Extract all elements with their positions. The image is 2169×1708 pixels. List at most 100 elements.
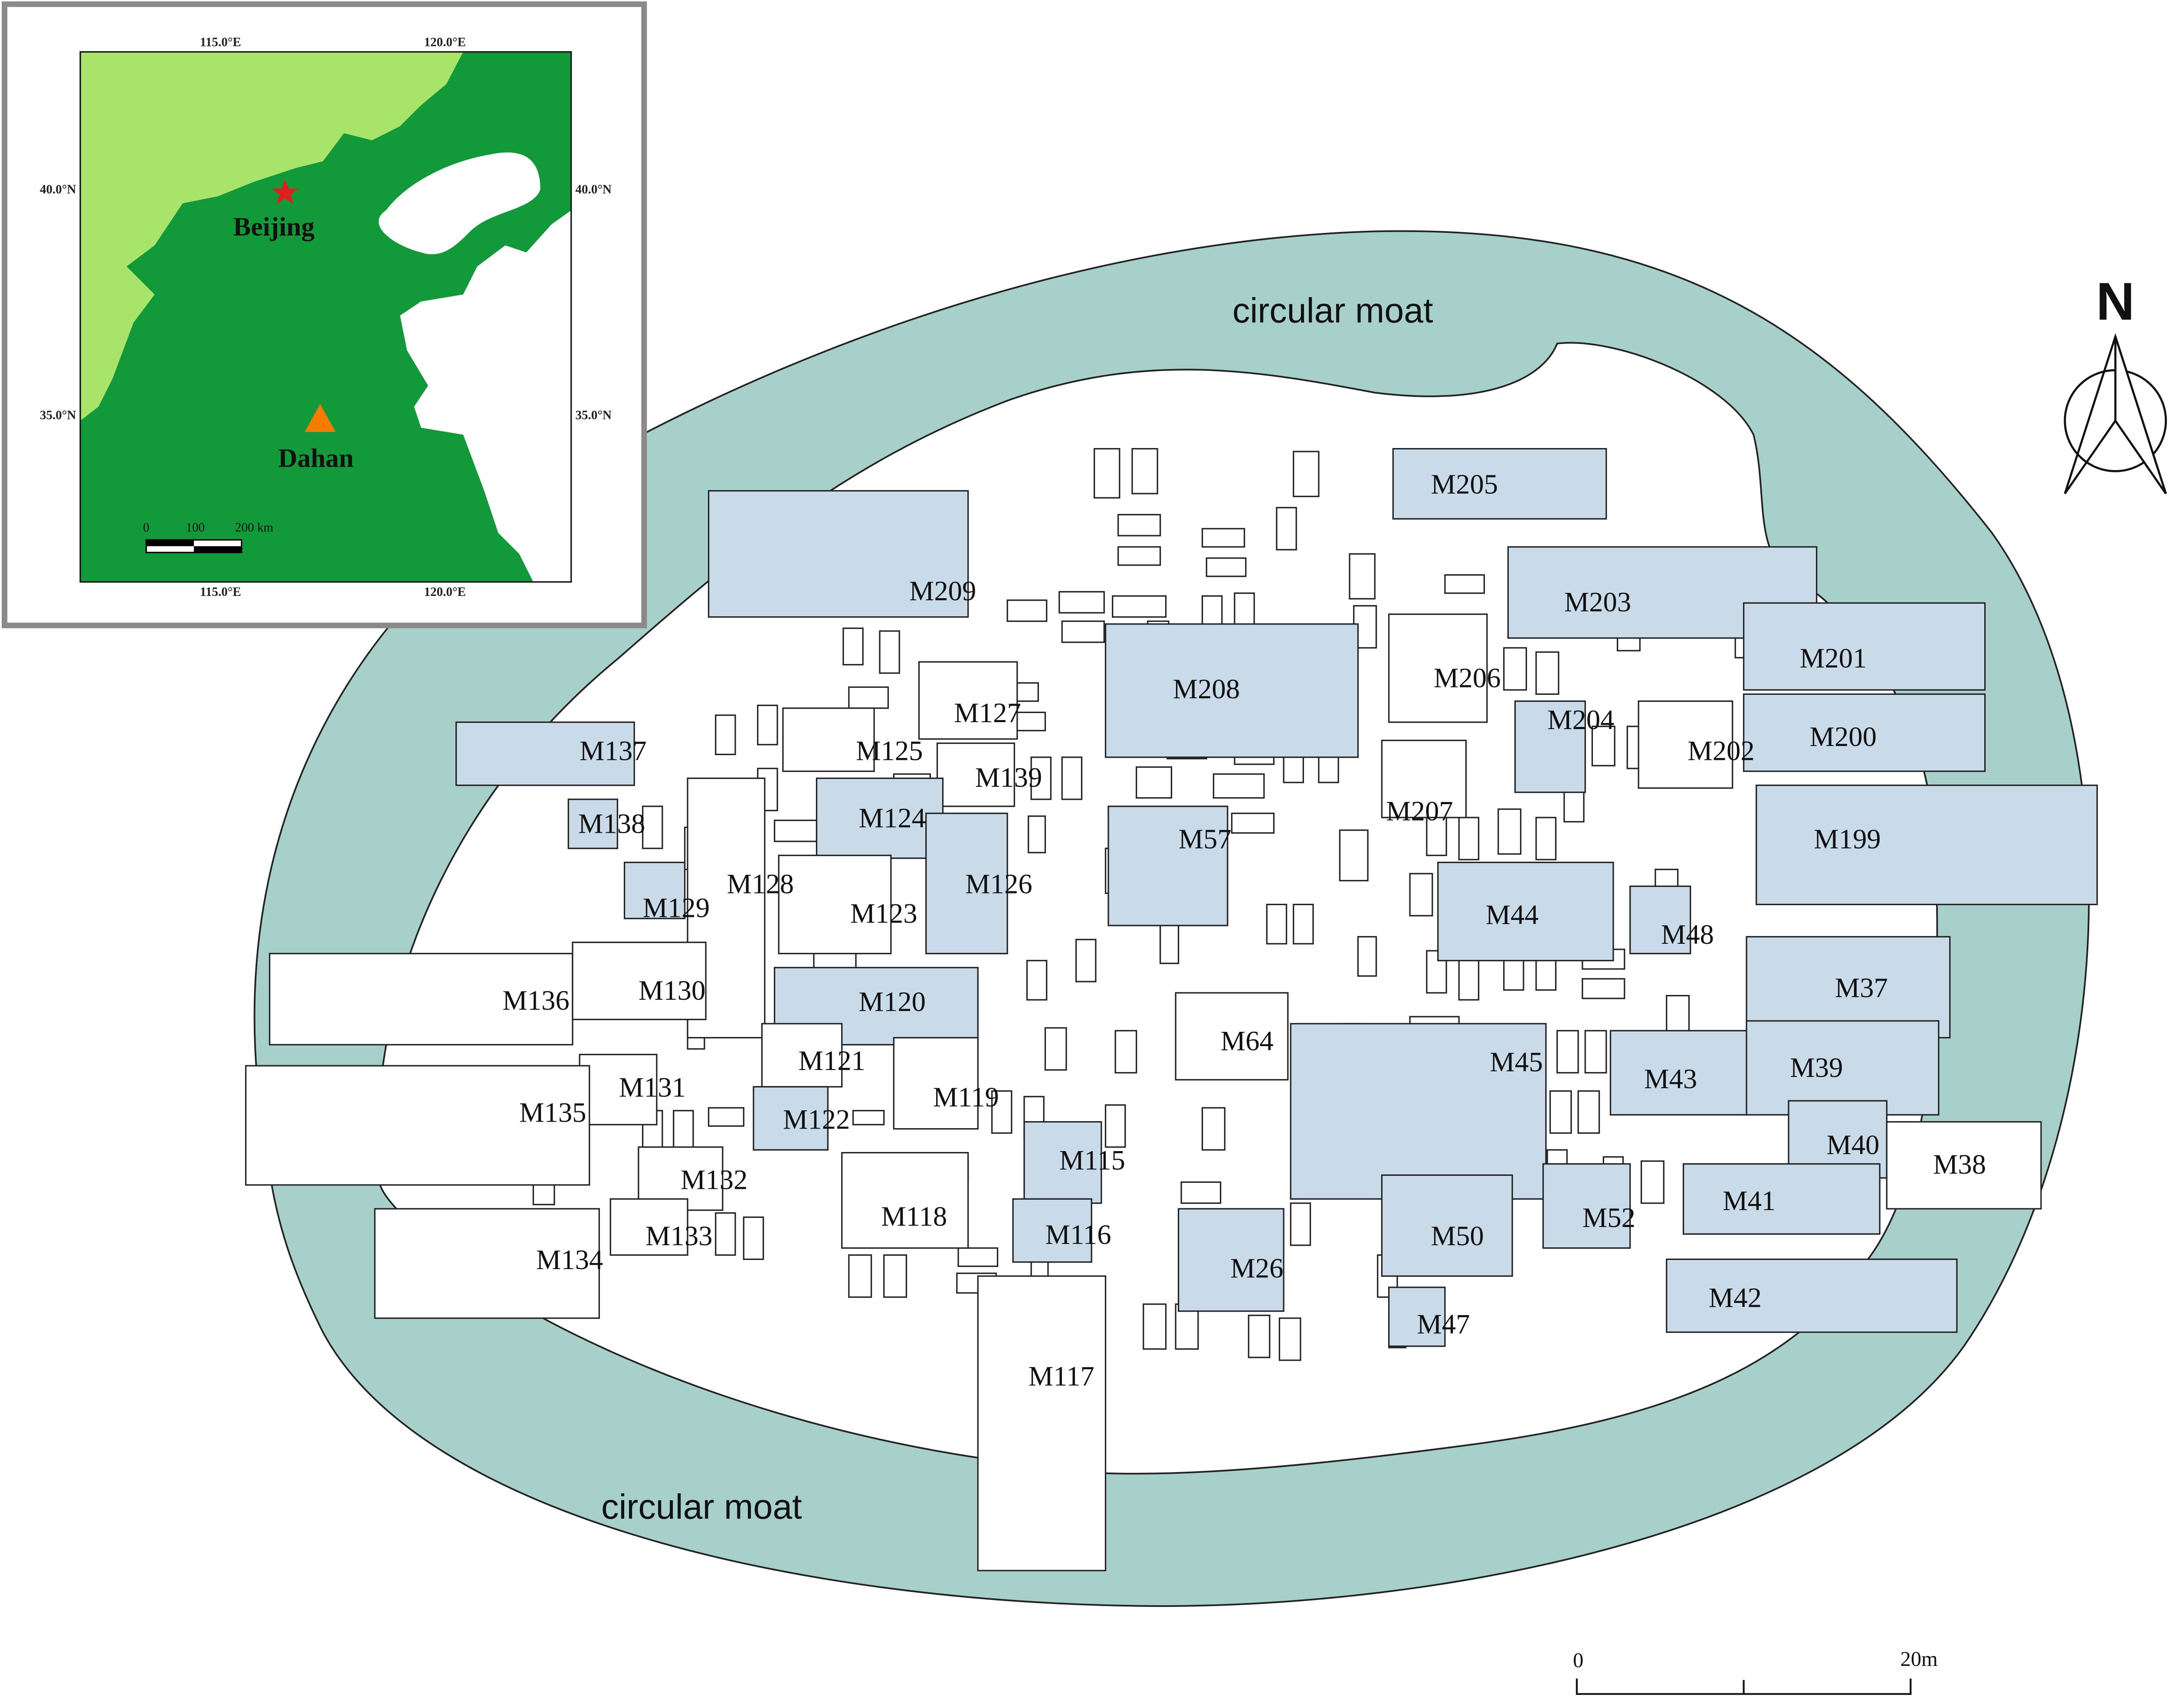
highland-region [80, 52, 463, 421]
tomb-m48 [1629, 885, 1691, 955]
dahan-label: Dahan [278, 444, 354, 473]
tomb-label-m204: M204 [1547, 704, 1614, 735]
tombs [245, 448, 2098, 1571]
tomb-m133 [609, 1198, 688, 1256]
tomb-labels: M205 M209 M203 M201 M206 M208 M127 M204 M202 M200… [502, 468, 1986, 1391]
tomb-label-m134: M134 [536, 1244, 603, 1275]
pit [1201, 1107, 1225, 1151]
tomb-label-m200: M200 [1810, 721, 1877, 752]
tomb-label-m133: M133 [645, 1220, 712, 1251]
pit [1212, 773, 1265, 799]
pit [1117, 514, 1161, 537]
tomb-m137 [455, 721, 635, 786]
pit [1339, 829, 1369, 882]
pit [1026, 960, 1048, 1001]
tomb-label-m208: M208 [1173, 673, 1240, 704]
tomb-m206 [1388, 613, 1488, 723]
tomb-m129 [623, 861, 686, 919]
tomb-label-m127: M127 [954, 697, 1021, 728]
pit [1444, 574, 1485, 594]
tomb-m47 [1388, 1286, 1446, 1347]
tomb-m138 [567, 798, 618, 849]
pit [715, 1212, 736, 1256]
tomb-label-m138: M138 [578, 808, 645, 839]
tomb-m135 [245, 1065, 590, 1186]
tomb-m116 [1012, 1198, 1092, 1263]
tomb-m43 [1609, 1030, 1754, 1116]
tomb-m39 [1746, 1020, 1940, 1116]
pit [1293, 903, 1314, 945]
pit [743, 1216, 764, 1260]
tomb-m207 [1381, 739, 1467, 818]
tomb-m125 [782, 707, 875, 772]
north-label: N [2096, 272, 2135, 331]
tomb-label-m118: M118 [881, 1201, 947, 1232]
pit [1497, 808, 1522, 855]
tomb-m122 [753, 1086, 829, 1151]
tomb-label-m130: M130 [639, 975, 705, 1006]
tomb-m38 [1886, 1121, 2042, 1210]
tomb-m124 [816, 777, 944, 859]
pit [1143, 1303, 1167, 1350]
tomb-m41 [1682, 1163, 1881, 1235]
tomb-label-m41: M41 [1723, 1185, 1776, 1216]
tomb-label-m120: M120 [858, 986, 925, 1017]
tomb-m139 [936, 742, 1015, 807]
tomb-label-m48: M48 [1661, 919, 1714, 950]
pit [957, 1247, 999, 1267]
lat-right-40: 40.0°N [575, 183, 612, 196]
tomb-label-m52: M52 [1583, 1202, 1635, 1233]
tomb-label-m202: M202 [1687, 735, 1754, 766]
pit [757, 704, 778, 746]
tomb-label-m47: M47 [1417, 1309, 1470, 1340]
tomb-m126 [925, 812, 1008, 955]
tomb-label-m137: M137 [580, 735, 646, 766]
pit [1535, 817, 1556, 861]
tomb-label-m129: M129 [643, 892, 710, 923]
triangle-icon [305, 404, 336, 432]
pit [1159, 920, 1180, 964]
pit [1136, 766, 1173, 799]
tomb-m115 [1023, 1121, 1102, 1204]
scale-bar: 0 20m [1573, 1648, 1938, 1695]
tomb-m50 [1381, 1174, 1513, 1277]
pit [1458, 817, 1480, 861]
tomb-m199 [1756, 784, 2098, 906]
pit [848, 1254, 872, 1298]
pit [1180, 1181, 1222, 1204]
tomb-m127 [918, 661, 1018, 740]
pit [1206, 557, 1247, 577]
pit [1458, 957, 1480, 1001]
pit [715, 714, 736, 756]
pit [1058, 591, 1105, 614]
tomb-label-m121: M121 [798, 1045, 865, 1076]
lon-bottom-120: 120.0°E [424, 585, 465, 599]
pit [1549, 1090, 1572, 1134]
tomb-m121 [761, 1023, 843, 1088]
pit [1266, 903, 1288, 945]
pit [1349, 553, 1376, 600]
inset-scale-100: 100 [186, 520, 205, 534]
pit [1426, 950, 1447, 994]
pit [708, 1107, 744, 1127]
pit [883, 1254, 908, 1298]
pit [852, 1110, 885, 1126]
tomb-m204 [1514, 700, 1586, 793]
pit [1563, 787, 1585, 823]
tomb-label-m207: M207 [1386, 795, 1453, 826]
lon-top-120: 120.0°E [424, 36, 465, 49]
tomb-m119 [893, 1037, 979, 1130]
tomb-label-m126: M126 [965, 868, 1032, 900]
pit [1293, 451, 1320, 497]
tomb-m134 [374, 1208, 600, 1319]
tomb-label-m38: M38 [1933, 1148, 1986, 1180]
tomb-label-m119: M119 [933, 1081, 999, 1112]
tomb-label-m201: M201 [1800, 642, 1867, 674]
tomb-label-m209: M209 [909, 575, 976, 606]
pit [1640, 1160, 1664, 1204]
north-arrow-icon: N [2064, 272, 2167, 494]
pit [879, 630, 900, 674]
pit [1584, 1030, 1607, 1073]
lon-top-115: 115.0°E [200, 36, 241, 49]
